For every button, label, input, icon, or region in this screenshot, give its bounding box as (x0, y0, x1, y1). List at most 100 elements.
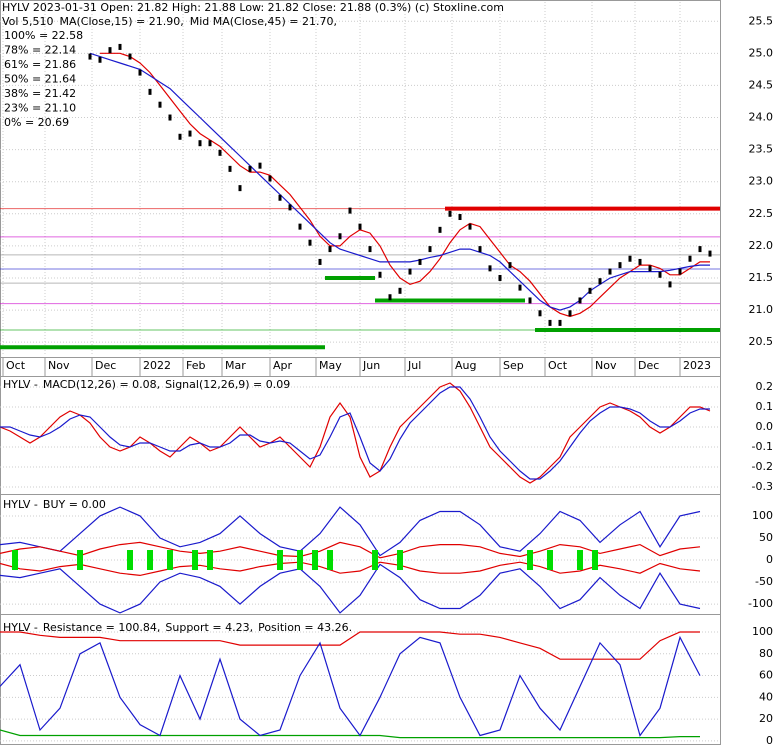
buy-signal (312, 550, 318, 571)
y-tick-label: 23.5 (749, 143, 774, 156)
buy-signal (577, 550, 583, 571)
price-mark (378, 271, 382, 278)
y-tick-label: 21.5 (749, 271, 774, 284)
price-mark (488, 265, 492, 272)
price-mark (438, 226, 442, 233)
price-mark (228, 165, 232, 172)
buy-signal (592, 550, 598, 571)
price-mark (468, 223, 472, 230)
price-mark (588, 287, 592, 294)
y-tick-label: 80 (759, 647, 773, 660)
price-mark (478, 246, 482, 253)
price-mark (568, 310, 572, 317)
fib-label: 38% = 21.42 (4, 87, 76, 100)
legend-entry: BUY = 0.00 (43, 498, 106, 511)
x-tick-label: Sep (503, 359, 524, 372)
x-tick-label: Nov (595, 359, 617, 372)
price-mark (98, 56, 102, 63)
buy-signal (127, 550, 133, 571)
price-mark (168, 114, 172, 121)
price-mark (238, 185, 242, 192)
series-line (0, 729, 700, 739)
panel-title: HYLV - (3, 498, 38, 511)
fib-label: 50% = 21.64 (4, 73, 76, 86)
price-mark (658, 271, 662, 278)
y-tick-label: 20 (759, 712, 773, 725)
legend-entry: Mid MA(Close,45) = 21.70, (190, 15, 337, 28)
price-mark (258, 162, 262, 169)
price-mark (88, 53, 92, 60)
legend-entry: Support = 4.23, (165, 621, 253, 634)
price-mark (308, 239, 312, 246)
price-mark (178, 133, 182, 140)
y-tick-label: -100 (748, 597, 773, 610)
price-mark (698, 246, 702, 253)
legend-entry: Position = 43.26. (258, 621, 352, 634)
price-mark (138, 69, 142, 76)
price-mark (638, 258, 642, 265)
x-tick-label: 2022 (143, 359, 171, 372)
buy-signal (207, 550, 213, 571)
series-line (0, 561, 701, 577)
price-mark (498, 274, 502, 281)
y-tick-label: -50 (755, 575, 773, 588)
price-mark (328, 246, 332, 253)
y-tick-label: 25.5 (749, 14, 774, 27)
series-line (0, 563, 701, 614)
panel-title: HYLV - (3, 378, 38, 391)
price-mark (428, 246, 432, 253)
x-tick-label: Nov (48, 359, 70, 372)
price-mark (458, 214, 462, 221)
y-tick-label: 24.5 (749, 78, 774, 91)
buy-signal (12, 550, 18, 571)
price-mark (628, 255, 632, 262)
chart-title: HYLV 2023-01-31 Open: 21.82 High: 21.88 … (2, 1, 504, 14)
y-tick-label: 0.0 (756, 420, 774, 433)
price-mark (508, 262, 512, 269)
y-tick-label: 24.0 (749, 111, 774, 124)
x-tick-label: Dec (95, 359, 116, 372)
x-tick-label: Apr (273, 359, 293, 372)
price-mark (668, 281, 672, 288)
price-mark (288, 204, 292, 211)
price-mark (708, 250, 712, 257)
price-mark (348, 207, 352, 214)
y-tick-label: 21.0 (749, 303, 774, 316)
price-mark (118, 43, 122, 50)
series-line (0, 631, 700, 660)
x-tick-label: Oct (6, 359, 26, 372)
price-mark (448, 210, 452, 217)
y-tick-label: -0.1 (752, 440, 773, 453)
x-tick-label: May (319, 359, 342, 372)
x-tick-label: Jun (362, 359, 380, 372)
series-line (0, 382, 711, 484)
fib-label: 23% = 21.10 (4, 102, 76, 115)
x-tick-label: 2023 (683, 359, 711, 372)
price-mark (678, 268, 682, 275)
buy-signal (547, 550, 553, 571)
buy-signal (297, 550, 303, 571)
y-tick-label: 60 (759, 669, 773, 682)
y-tick-label: -0.2 (752, 460, 773, 473)
fib-label: 100% = 22.58 (4, 29, 83, 42)
price-mark (148, 88, 152, 95)
fib-label: 61% = 21.86 (4, 58, 76, 71)
y-tick-label: 100 (752, 509, 773, 522)
price-mark (518, 284, 522, 291)
y-tick-label: 0.2 (756, 380, 774, 393)
x-tick-label: Dec (638, 359, 659, 372)
buy-signal (527, 550, 533, 571)
price-mark (358, 223, 362, 230)
series-line (0, 635, 701, 737)
series-line (0, 506, 701, 557)
y-tick-label: 0 (766, 553, 773, 566)
buy-signal (77, 550, 83, 571)
price-mark (198, 140, 202, 147)
price-mark (218, 149, 222, 156)
price-mark (128, 53, 132, 60)
price-mark (208, 140, 212, 147)
price-mark (268, 175, 272, 182)
y-tick-label: 0 (766, 734, 773, 746)
y-tick-label: 40 (759, 690, 773, 703)
y-tick-label: 22.0 (749, 239, 774, 252)
